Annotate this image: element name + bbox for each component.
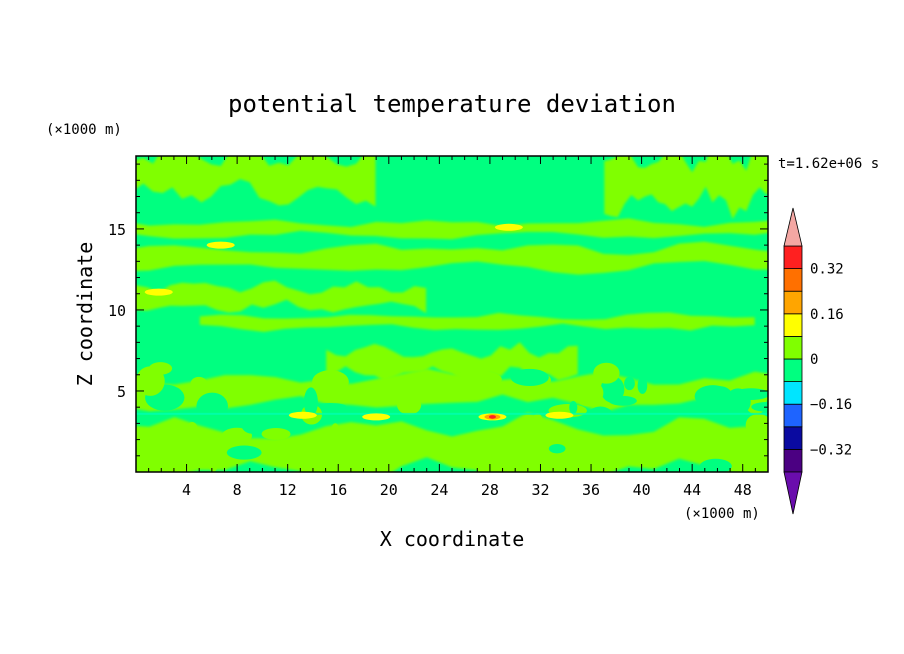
colorbar-swatch xyxy=(783,290,803,315)
turbulence-blob xyxy=(401,434,423,445)
x-tick-label: 44 xyxy=(683,481,701,499)
turbulence-blob xyxy=(647,394,681,401)
turbulence-blob xyxy=(221,427,253,444)
hot-spot-1 xyxy=(206,241,235,249)
colorbar-swatch xyxy=(783,335,803,360)
turbulence-blob xyxy=(313,403,347,410)
turbulence-blob xyxy=(531,413,544,440)
x-tick-label: 12 xyxy=(279,481,297,499)
x-axis-unit: (×1000 m) xyxy=(684,506,760,522)
hot-spot-4 xyxy=(545,411,574,419)
hot-spot-peak-2 xyxy=(488,415,496,419)
y-axis-unit: (×1000 m) xyxy=(46,122,122,138)
x-tick-label: 32 xyxy=(531,481,549,499)
turbulence-blob xyxy=(520,386,532,400)
turbulence-blob xyxy=(397,395,422,415)
y-axis-label: Z coordinate xyxy=(73,242,97,387)
turbulence-blob xyxy=(312,370,349,394)
x-tick-label: 8 xyxy=(233,481,242,499)
turbulence-blob xyxy=(548,443,566,454)
positive-band-0 xyxy=(136,218,768,240)
x-tick-label: 20 xyxy=(380,481,398,499)
colorbar-over-arrow xyxy=(783,207,803,247)
x-tick-label: 40 xyxy=(633,481,651,499)
chart-title: potential temperature deviation xyxy=(228,90,676,118)
colorbar-label: 0.32 xyxy=(810,262,844,278)
colorbar-label: −0.32 xyxy=(810,442,852,458)
turbulence-blob xyxy=(260,403,290,410)
colorbar-label: 0 xyxy=(810,352,818,368)
x-tick-label: 28 xyxy=(481,481,499,499)
turbulence-blob xyxy=(331,423,340,439)
time-label: t=1.62e+06 s xyxy=(778,156,879,172)
turbulence-blob xyxy=(208,453,219,472)
y-tick-label: 5 xyxy=(117,383,126,401)
turbulence-blob xyxy=(573,379,604,407)
y-axis: 5 10 15 xyxy=(108,163,768,457)
turbulence-blob xyxy=(303,387,318,417)
contour-field xyxy=(136,156,768,472)
y-tick-label: 15 xyxy=(108,221,126,239)
turbulence-blob xyxy=(196,392,228,420)
turbulence-blob xyxy=(745,413,768,436)
turbulence-blob xyxy=(186,421,198,436)
turbulence-blob xyxy=(278,421,300,429)
colorbar-swatch xyxy=(783,313,803,337)
turbulence-blob xyxy=(226,445,262,460)
hot-spot-5 xyxy=(362,413,391,421)
turbulence-blob xyxy=(751,401,768,412)
colorbar-swatch xyxy=(783,381,803,405)
colorbar-under-arrow xyxy=(783,471,803,515)
turbulence-blob xyxy=(652,434,683,452)
hot-spot-0 xyxy=(494,223,523,231)
turbulence-blob xyxy=(261,428,291,440)
x-tick-label: 24 xyxy=(430,481,448,499)
positive-band-8 xyxy=(136,412,768,472)
turbulence-blob xyxy=(148,362,173,375)
inversion-line xyxy=(136,412,768,415)
positive-band-5 xyxy=(604,156,768,219)
positive-band-2 xyxy=(136,280,427,314)
colorbar-swatch xyxy=(783,448,803,473)
turbulence-blob xyxy=(190,376,208,391)
turbulence-blob xyxy=(586,406,615,430)
turbulence-blob xyxy=(569,400,578,415)
hot-spot-3 xyxy=(288,411,317,419)
colorbar: 0.32 0.16 0 −0.16 −0.32 xyxy=(783,207,852,515)
positive-band-6 xyxy=(326,342,578,384)
turbulence-blob xyxy=(466,371,502,388)
x-tick-label: 16 xyxy=(329,481,347,499)
turbulence-blob xyxy=(637,377,648,394)
turbulence-blob xyxy=(699,458,732,472)
turbulence-blob xyxy=(624,376,635,391)
colorbar-swatch xyxy=(783,245,803,270)
x-axis: 4 8 12 16 20 24 28 32 36 40 44 48 xyxy=(148,156,756,499)
hot-spot-6 xyxy=(144,288,173,296)
turbulence-blob xyxy=(478,443,501,467)
y-tick-label: 10 xyxy=(108,302,126,320)
turbulence-blob xyxy=(359,454,388,471)
turbulence-blob xyxy=(531,449,543,466)
positive-band-1 xyxy=(136,241,768,275)
turbulence-blob xyxy=(240,409,263,434)
colorbar-label: 0.16 xyxy=(810,307,844,323)
turbulence-blob xyxy=(725,388,751,416)
colorbar-label: −0.16 xyxy=(810,397,852,413)
turbulence-blob xyxy=(593,362,620,384)
positive-band-3 xyxy=(199,312,755,332)
positive-band-4 xyxy=(136,156,376,207)
turbulence-blob xyxy=(608,395,637,406)
colorbar-swatch xyxy=(783,426,803,450)
x-tick-label: 4 xyxy=(182,481,191,499)
colorbar-swatch xyxy=(783,358,803,383)
colorbar-swatch xyxy=(783,403,803,428)
turbulence-blob xyxy=(510,368,549,386)
x-tick-label: 48 xyxy=(734,481,752,499)
x-axis-label: X coordinate xyxy=(380,527,525,551)
turbulence-blob xyxy=(727,437,768,445)
x-tick-label: 36 xyxy=(582,481,600,499)
colorbar-swatch xyxy=(783,268,803,292)
